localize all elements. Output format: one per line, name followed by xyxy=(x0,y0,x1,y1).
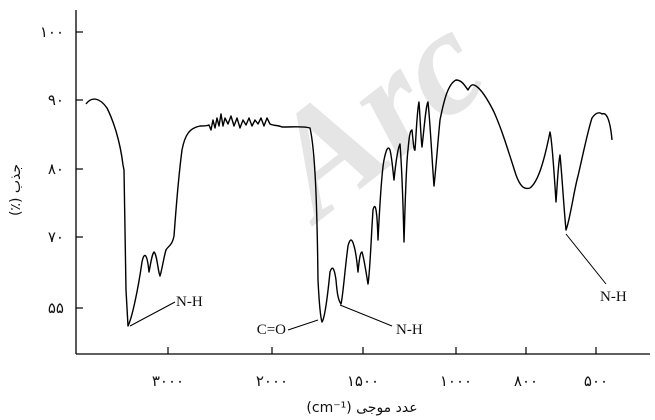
x-axis-title: عدد موجی (cm⁻¹) xyxy=(306,400,417,416)
y-axis-title: جذب (٪) xyxy=(8,164,24,216)
x-tick-label-1000: ۱۰۰۰ xyxy=(440,372,472,390)
x-tick-label-500: ۵۰۰ xyxy=(584,372,608,390)
x-tick-labels: ۳۰۰۰ ۲۰۰۰ ۱۵۰۰ ۱۰۰۰ ۸۰۰ ۵۰۰ xyxy=(152,372,608,390)
annotation-label: N-H xyxy=(600,289,627,305)
annotation-nh-right: N-H xyxy=(565,233,627,305)
y-tick-label-80: ۸۰ xyxy=(48,160,64,178)
y-tick-labels: ۱۰۰ ۹۰ ۸۰ ۷۰ ۵۵ xyxy=(40,23,64,317)
y-tick-label-100: ۱۰۰ xyxy=(40,23,64,41)
y-tick-label-90: ۹۰ xyxy=(48,91,64,109)
x-tick-label-800: ۸۰۰ xyxy=(514,372,538,390)
annotation-label: N-H xyxy=(396,322,423,338)
annotation-leader xyxy=(129,301,176,327)
annotation-leader xyxy=(565,233,607,285)
x-tick-label-1500: ۱۵۰۰ xyxy=(347,372,379,390)
annotation-label: N-H xyxy=(176,294,203,310)
y-tick-label-55: ۵۵ xyxy=(48,299,64,317)
annotation-co: C=O xyxy=(257,319,319,338)
annotation-leader xyxy=(339,304,393,327)
annotation-nh-left: N-H xyxy=(129,294,203,327)
spectrum-trace xyxy=(85,79,613,327)
annotation-leader xyxy=(287,319,319,331)
x-ticks xyxy=(167,347,597,354)
x-tick-label-2000: ۲۰۰۰ xyxy=(256,372,288,390)
y-tick-label-70: ۷۰ xyxy=(48,228,64,246)
x-tick-label-3000: ۳۰۰۰ xyxy=(152,372,184,390)
annotation-label: C=O xyxy=(257,322,286,338)
y-ticks xyxy=(76,31,83,309)
annotation-nh-middle: N-H xyxy=(339,304,423,338)
